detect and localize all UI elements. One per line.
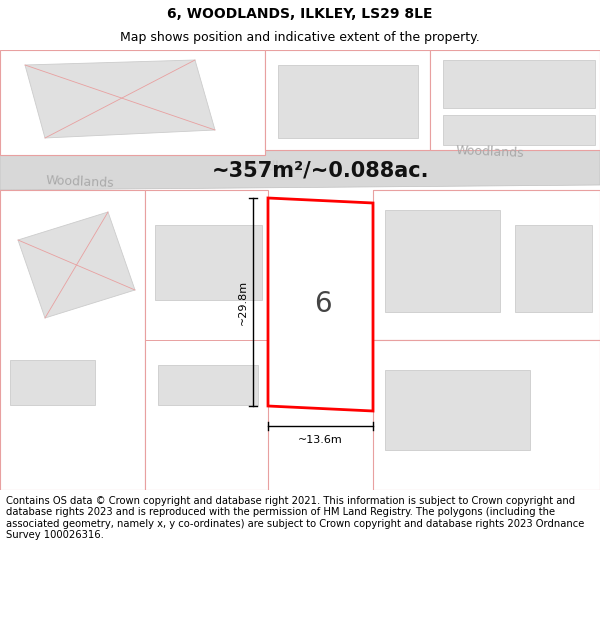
Polygon shape [25, 60, 215, 138]
Polygon shape [443, 115, 595, 145]
Text: Woodlands: Woodlands [455, 144, 524, 160]
Polygon shape [10, 360, 95, 405]
Polygon shape [0, 50, 265, 155]
Polygon shape [385, 210, 500, 312]
Polygon shape [373, 190, 600, 340]
Text: Contains OS data © Crown copyright and database right 2021. This information is : Contains OS data © Crown copyright and d… [6, 496, 584, 541]
Polygon shape [268, 198, 373, 411]
Text: ~357m²/~0.088ac.: ~357m²/~0.088ac. [211, 160, 429, 180]
Text: ~29.8m: ~29.8m [238, 279, 248, 324]
Polygon shape [155, 225, 262, 300]
Polygon shape [0, 190, 145, 490]
Polygon shape [145, 190, 268, 490]
Polygon shape [278, 65, 418, 138]
Polygon shape [385, 370, 530, 450]
Polygon shape [158, 365, 258, 405]
Polygon shape [515, 225, 592, 312]
Polygon shape [265, 50, 430, 150]
Text: ~13.6m: ~13.6m [298, 435, 343, 445]
Text: Map shows position and indicative extent of the property.: Map shows position and indicative extent… [120, 31, 480, 44]
Polygon shape [373, 340, 600, 490]
Text: Woodlands: Woodlands [46, 174, 115, 190]
Text: Woodlands: Woodlands [241, 159, 310, 175]
Polygon shape [430, 50, 600, 150]
Polygon shape [0, 130, 600, 190]
Text: 6: 6 [314, 290, 331, 318]
Polygon shape [443, 60, 595, 108]
Text: 6, WOODLANDS, ILKLEY, LS29 8LE: 6, WOODLANDS, ILKLEY, LS29 8LE [167, 8, 433, 21]
Polygon shape [18, 212, 135, 318]
